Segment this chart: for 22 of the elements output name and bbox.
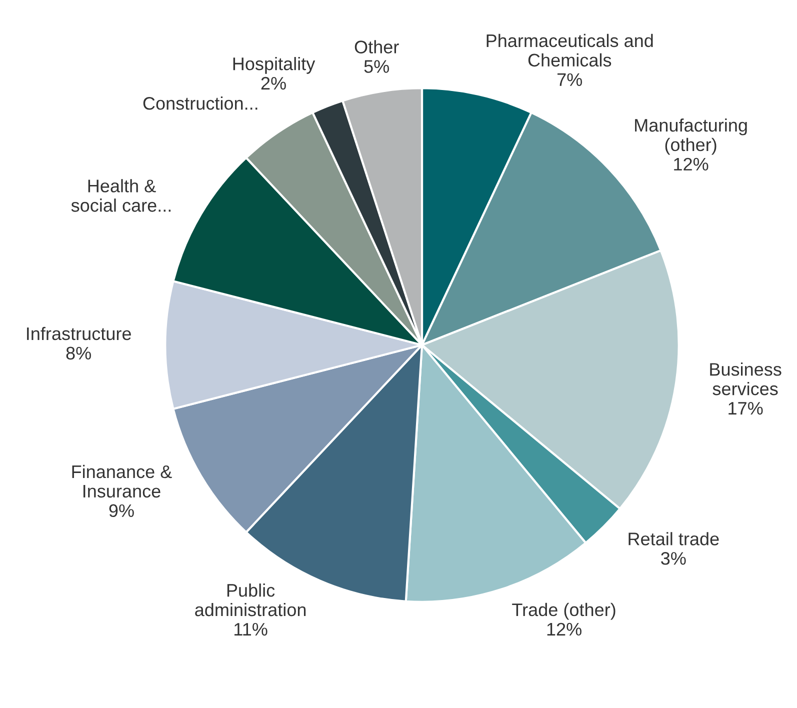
data-label: 11% — [234, 622, 268, 636]
data-label: 17% — [728, 402, 763, 415]
data-label: 5% — [364, 60, 389, 73]
slice-label: Other — [354, 40, 399, 54]
slice-label: Infrastructure — [27, 326, 131, 340]
slice-label: Retail trade — [628, 532, 719, 546]
slice-label: Trade (other) — [512, 602, 616, 620]
slice-label: Public administration — [195, 584, 306, 616]
data-label: 2% — [261, 76, 286, 90]
data-label: 8% — [66, 346, 91, 360]
data-label: 7% — [557, 73, 582, 86]
data-label: 3% — [661, 552, 686, 565]
data-label: 12% — [547, 622, 582, 636]
slice-label: Construction... — [143, 96, 258, 110]
slice-label: Manufacturing (other) — [635, 118, 747, 155]
slice-label: Finanance & Insurance — [72, 464, 172, 498]
slice-label: Pharmaceuticals and Chemicals — [486, 34, 653, 67]
slice-label: Health & social care... — [71, 179, 171, 212]
data-label: 12% — [674, 158, 708, 171]
slice-label: Business services — [710, 362, 782, 396]
slice-label: Hospitality — [233, 56, 316, 74]
data-label: 9% — [109, 504, 134, 518]
